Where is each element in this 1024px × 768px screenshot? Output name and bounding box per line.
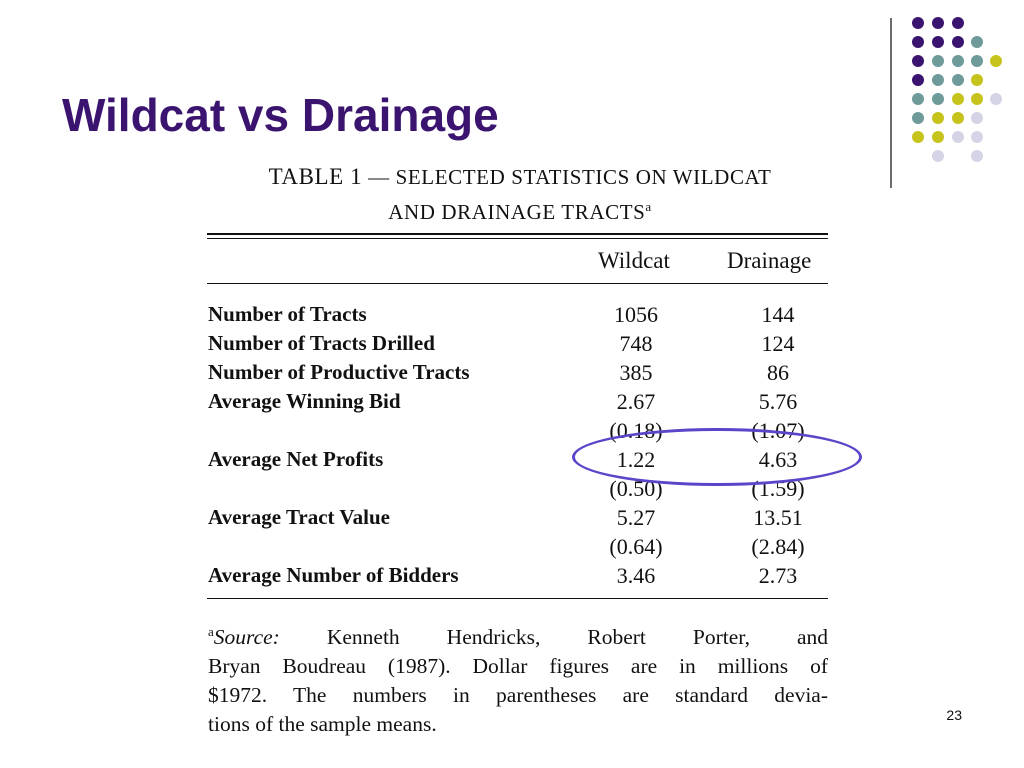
footnote-line-3: $1972. The numbers in parentheses are st… bbox=[208, 683, 828, 708]
decorative-vertical-line bbox=[890, 18, 892, 188]
decorative-dot bbox=[971, 55, 983, 67]
decorative-dot bbox=[971, 131, 983, 143]
decorative-dot bbox=[932, 112, 944, 124]
wildcat-value: 3.46 bbox=[616, 563, 656, 588]
decorative-dot bbox=[912, 93, 924, 105]
wildcat-value: 5.27 bbox=[616, 505, 656, 530]
decorative-dot bbox=[990, 93, 1002, 105]
decorative-dot bbox=[990, 55, 1002, 67]
row-label: Average Tract Value bbox=[208, 505, 390, 529]
decorative-dot bbox=[912, 112, 924, 124]
page-number: 23 bbox=[946, 707, 962, 723]
row-label: Average Winning Bid bbox=[208, 389, 401, 413]
decorative-dot bbox=[952, 36, 964, 48]
row-label: Average Number of Bidders bbox=[208, 563, 459, 587]
decorative-dot bbox=[912, 55, 924, 67]
table-title-line1: — SELECTED STATISTICS ON WILDCAT bbox=[362, 165, 772, 189]
row-label: Number of Tracts Drilled bbox=[208, 331, 435, 355]
decorative-dot bbox=[971, 112, 983, 124]
drainage-value: 86 bbox=[767, 360, 789, 385]
wildcat-value: 385 bbox=[619, 360, 653, 385]
decorative-dot bbox=[952, 131, 964, 143]
wildcat-value: 748 bbox=[619, 331, 653, 356]
decorative-dot bbox=[952, 93, 964, 105]
decorative-dot bbox=[971, 36, 983, 48]
drainage-value: 144 bbox=[761, 302, 795, 327]
wildcat-std-dev: (0.64) bbox=[609, 534, 663, 559]
column-header-wildcat: Wildcat bbox=[598, 248, 670, 273]
decorative-dot bbox=[912, 17, 924, 29]
decorative-dot bbox=[952, 74, 964, 86]
table-title-number: TABLE 1 bbox=[268, 164, 363, 189]
wildcat-value: 2.67 bbox=[616, 389, 656, 414]
decorative-dot bbox=[952, 17, 964, 29]
decorative-dot bbox=[932, 17, 944, 29]
column-header-drainage: Drainage bbox=[727, 248, 812, 273]
table-header-rule bbox=[207, 283, 828, 284]
decorative-dot bbox=[971, 74, 983, 86]
drainage-value: 124 bbox=[761, 331, 795, 356]
decorative-dot bbox=[971, 150, 983, 162]
row-label: Average Net Profits bbox=[208, 447, 384, 471]
table-title-line2: AND DRAINAGE TRACTS bbox=[388, 200, 646, 224]
slide-title: Wildcat vs Drainage bbox=[62, 89, 499, 141]
decorative-dot bbox=[932, 36, 944, 48]
footnote-line-2: Bryan Boudreau (1987). Dollar figures ar… bbox=[208, 654, 828, 679]
drainage-std-dev: (2.84) bbox=[751, 534, 805, 559]
drainage-value: 13.51 bbox=[753, 505, 803, 530]
decorative-dot bbox=[971, 93, 983, 105]
wildcat-value: 1056 bbox=[614, 302, 658, 327]
drainage-value: 2.73 bbox=[758, 563, 798, 588]
footnote-source-label: Source: bbox=[213, 625, 280, 650]
decorative-dot bbox=[932, 55, 944, 67]
decorative-dot bbox=[952, 112, 964, 124]
drainage-value: 5.76 bbox=[758, 389, 798, 414]
decorative-dot bbox=[932, 93, 944, 105]
footnote-marker: a bbox=[208, 624, 214, 639]
table-title: TABLE 1 — SELECTED STATISTICS ON WILDCAT… bbox=[205, 162, 835, 227]
decorative-dot bbox=[912, 131, 924, 143]
decorative-dot bbox=[932, 74, 944, 86]
decorative-dot bbox=[932, 150, 944, 162]
decorative-dot bbox=[932, 131, 944, 143]
table-footnote: aSource: Kenneth Hendricks, Robert Porte… bbox=[208, 617, 828, 739]
decorative-dot bbox=[912, 74, 924, 86]
table-top-rule bbox=[207, 233, 828, 235]
row-label: Number of Tracts bbox=[208, 302, 367, 326]
table-title-superscript: a bbox=[645, 199, 652, 214]
decorative-dot bbox=[912, 36, 924, 48]
table-top-rule-thin bbox=[207, 238, 828, 239]
footnote-line-4: tions of the sample means. bbox=[208, 712, 437, 737]
footnote-line-1: Kenneth Hendricks, Robert Porter, and bbox=[279, 625, 828, 650]
table-bottom-rule bbox=[207, 598, 828, 599]
row-label: Number of Productive Tracts bbox=[208, 360, 470, 384]
footnote-line: aSource: Kenneth Hendricks, Robert Porte… bbox=[208, 617, 828, 652]
highlight-ellipse bbox=[572, 428, 862, 486]
decorative-dot bbox=[952, 55, 964, 67]
